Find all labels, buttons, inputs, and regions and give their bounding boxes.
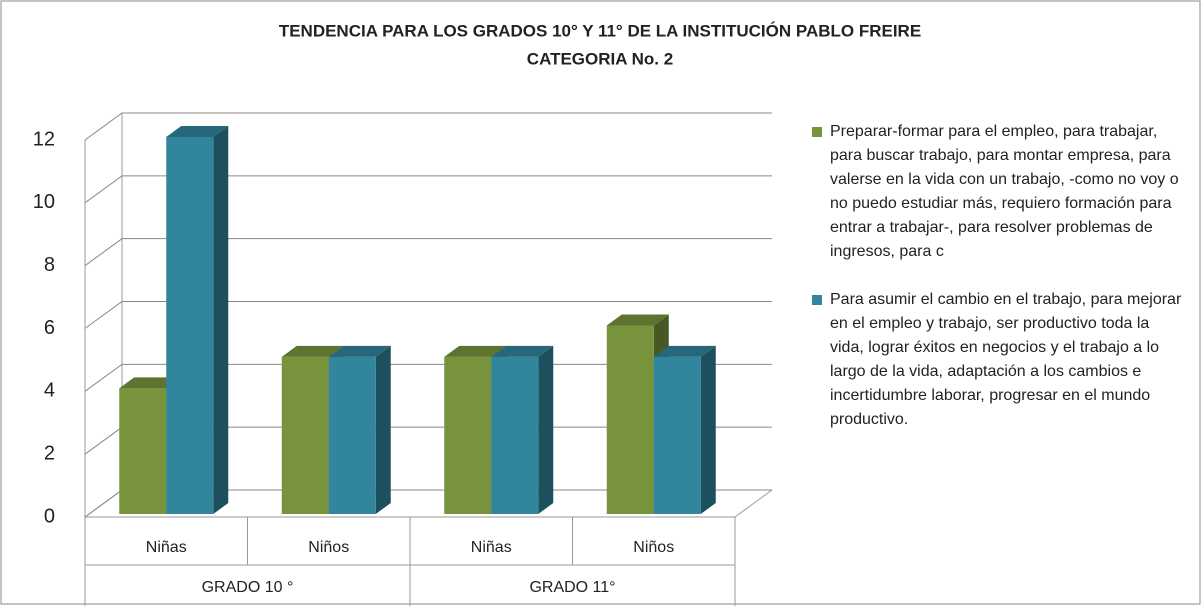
legend-item: Para asumir el cambio en el trabajo, par… (812, 288, 1182, 432)
y-tick-label: 12 (33, 128, 55, 150)
group-label: GRADO 11° (529, 579, 615, 596)
bar-face (700, 345, 716, 514)
bar-face (606, 325, 654, 514)
bar-face (281, 356, 329, 514)
y-tick-label: 8 (44, 254, 55, 276)
bar (328, 345, 391, 514)
y-tick-label: 10 (33, 191, 55, 213)
bar-face (491, 345, 554, 357)
grid-line (84, 175, 772, 204)
bar-face (491, 356, 539, 514)
legend-swatch (812, 127, 822, 137)
chart-subtitle: CATEGORIA No. 2 (527, 49, 673, 68)
x-tick-label: Niños (308, 539, 349, 556)
bar-face (538, 345, 554, 514)
grid-line (84, 238, 772, 267)
bar-face (166, 126, 229, 137)
bar-face (444, 345, 507, 357)
bar-face (119, 377, 182, 389)
legend-item: Preparar-formar para el empleo, para tra… (812, 120, 1182, 264)
bar-face (166, 137, 214, 514)
y-tick-label: 4 (44, 380, 55, 402)
bar-face (213, 126, 229, 514)
chart-title: TENDENCIA PARA LOS GRADOS 10° Y 11° DE L… (279, 21, 921, 40)
grid-line (84, 112, 772, 141)
legend: Preparar-formar para el empleo, para tra… (812, 120, 1182, 456)
bar-face (119, 388, 167, 514)
bar-face (375, 345, 391, 514)
grid-line (84, 363, 772, 392)
grid-line (84, 301, 772, 329)
legend-label: Preparar-formar para el empleo, para tra… (830, 123, 1179, 260)
bar-face (653, 356, 701, 514)
bar-face (328, 356, 376, 514)
bar-face (653, 345, 716, 357)
y-tick-label: 0 (44, 505, 55, 527)
floor-edge (734, 489, 773, 518)
bar (653, 345, 716, 514)
bar-face (606, 314, 669, 326)
bar-face (281, 345, 344, 357)
bar-face (444, 356, 492, 514)
legend-label: Para asumir el cambio en el trabajo, par… (830, 291, 1182, 428)
group-label: GRADO 10 ° (202, 579, 294, 596)
x-tick-label: Niñas (471, 539, 512, 556)
bar (166, 126, 229, 514)
y-tick-label: 6 (44, 317, 55, 339)
legend-swatch (812, 295, 822, 305)
x-tick-label: Niños (633, 539, 674, 556)
bar (491, 345, 554, 514)
bar-face (328, 345, 391, 357)
y-tick-label: 2 (44, 442, 55, 464)
x-tick-label: Niñas (146, 539, 187, 556)
